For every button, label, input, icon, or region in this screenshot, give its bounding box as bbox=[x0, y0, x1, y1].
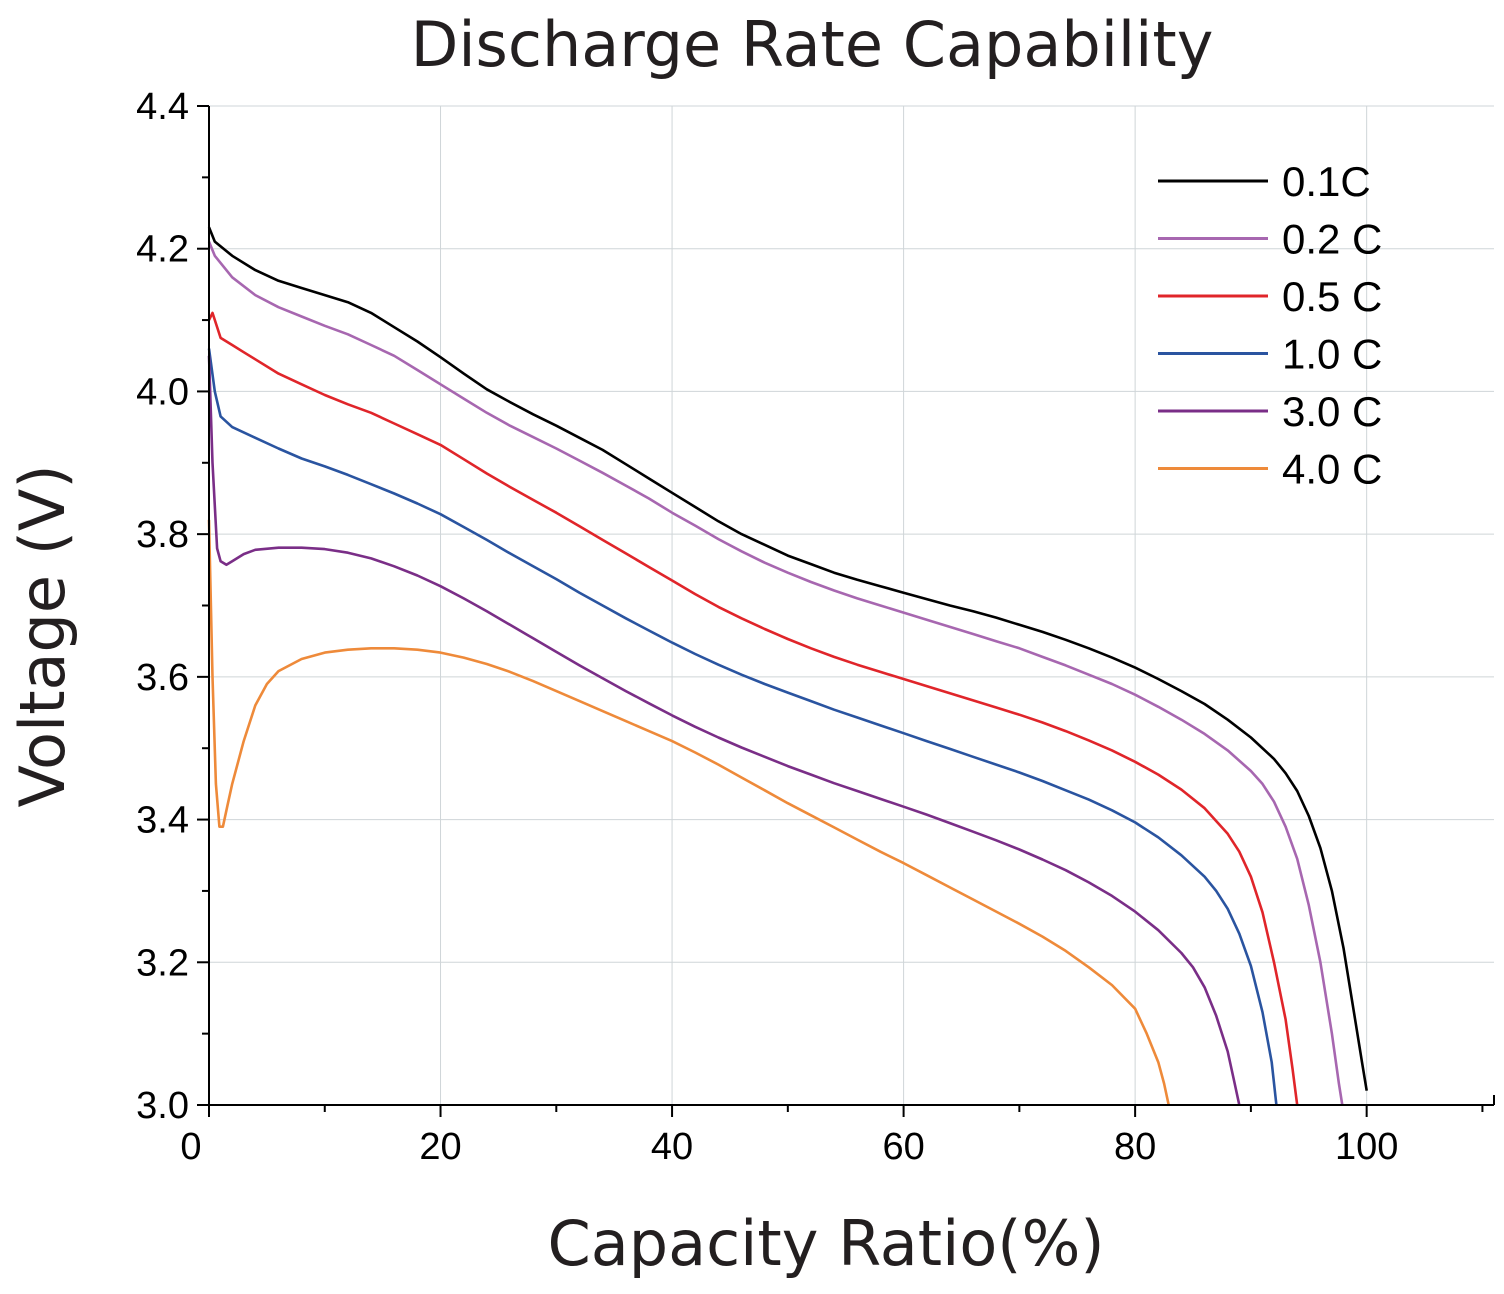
legend-label: 4.0 C bbox=[1282, 446, 1382, 493]
series-line-0-5c bbox=[207, 311, 1299, 1106]
ticks: 0 20 40 60 80 100 3.0 3.2 3.4 3.6 3.8 4.0 4.2 4.4 bbox=[136, 86, 1484, 1168]
y-tick-label: 4.2 bbox=[136, 229, 189, 271]
legend-label: 1.0 C bbox=[1282, 331, 1382, 378]
series-line-0-1c bbox=[207, 226, 1368, 1091]
y-tick-label: 4.0 bbox=[136, 371, 189, 413]
y-axis-title: Voltage (V) bbox=[6, 464, 79, 807]
y-tick-label: 4.4 bbox=[136, 86, 189, 128]
legend: 0.1C 0.2 C 0.5 C 1.0 C 3.0 C 4.0 C bbox=[1158, 158, 1382, 493]
series-lines bbox=[207, 226, 1368, 1106]
y-tick-label: 3.6 bbox=[136, 657, 189, 699]
y-tick-label: 3.0 bbox=[136, 1085, 189, 1127]
legend-label: 0.1C bbox=[1282, 158, 1371, 205]
y-tick-label: 3.8 bbox=[136, 514, 189, 556]
x-tick-label: 0 bbox=[180, 1126, 201, 1168]
grid bbox=[209, 105, 1494, 1105]
series-line-1-0c bbox=[207, 348, 1278, 1106]
chart-title: Discharge Rate Capability bbox=[411, 8, 1214, 81]
y-tick-label: 3.4 bbox=[136, 800, 189, 842]
series-line-3-0c bbox=[207, 355, 1241, 1106]
y-tick-label: 3.2 bbox=[136, 942, 189, 984]
legend-label: 3.0 C bbox=[1282, 388, 1382, 435]
x-axis-title: Capacity Ratio(%) bbox=[547, 1207, 1104, 1280]
x-tick-label: 80 bbox=[1114, 1126, 1156, 1168]
legend-label: 0.5 C bbox=[1282, 273, 1382, 320]
legend-label: 0.2 C bbox=[1282, 216, 1382, 263]
series-line-0-2c bbox=[207, 241, 1344, 1106]
x-tick-label: 60 bbox=[882, 1126, 924, 1168]
x-tick-label: 100 bbox=[1335, 1126, 1398, 1168]
series-line-4-0c bbox=[207, 519, 1170, 1106]
x-tick-label: 20 bbox=[419, 1126, 461, 1168]
x-tick-label: 40 bbox=[651, 1126, 693, 1168]
